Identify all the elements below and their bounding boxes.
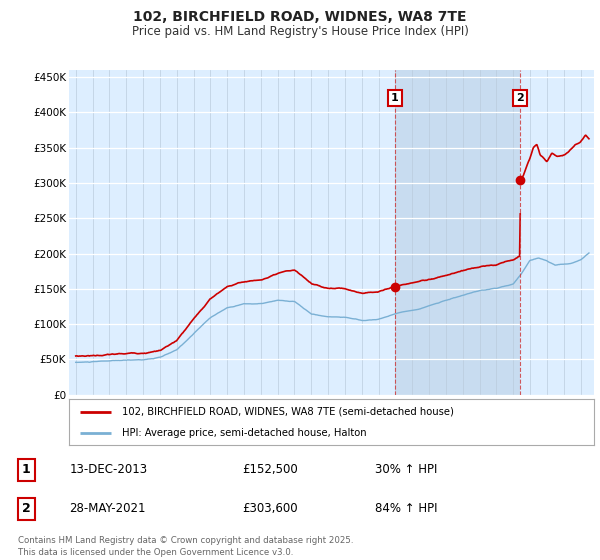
Text: 102, BIRCHFIELD ROAD, WIDNES, WA8 7TE: 102, BIRCHFIELD ROAD, WIDNES, WA8 7TE	[133, 10, 467, 24]
Text: £152,500: £152,500	[242, 464, 298, 477]
Text: 1: 1	[22, 464, 31, 477]
Text: 30% ↑ HPI: 30% ↑ HPI	[375, 464, 437, 477]
Text: HPI: Average price, semi-detached house, Halton: HPI: Average price, semi-detached house,…	[121, 428, 366, 438]
Text: Contains HM Land Registry data © Crown copyright and database right 2025.
This d: Contains HM Land Registry data © Crown c…	[18, 536, 353, 557]
Bar	[395, 70, 520, 395]
Text: 13-DEC-2013: 13-DEC-2013	[70, 464, 148, 477]
Text: 2: 2	[517, 94, 524, 103]
Text: 84% ↑ HPI: 84% ↑ HPI	[375, 502, 437, 515]
Text: 102, BIRCHFIELD ROAD, WIDNES, WA8 7TE (semi-detached house): 102, BIRCHFIELD ROAD, WIDNES, WA8 7TE (s…	[121, 407, 454, 417]
Text: 1: 1	[391, 94, 398, 103]
Text: 28-MAY-2021: 28-MAY-2021	[70, 502, 146, 515]
Text: Price paid vs. HM Land Registry's House Price Index (HPI): Price paid vs. HM Land Registry's House …	[131, 25, 469, 38]
Text: £303,600: £303,600	[242, 502, 298, 515]
Text: 2: 2	[22, 502, 31, 515]
